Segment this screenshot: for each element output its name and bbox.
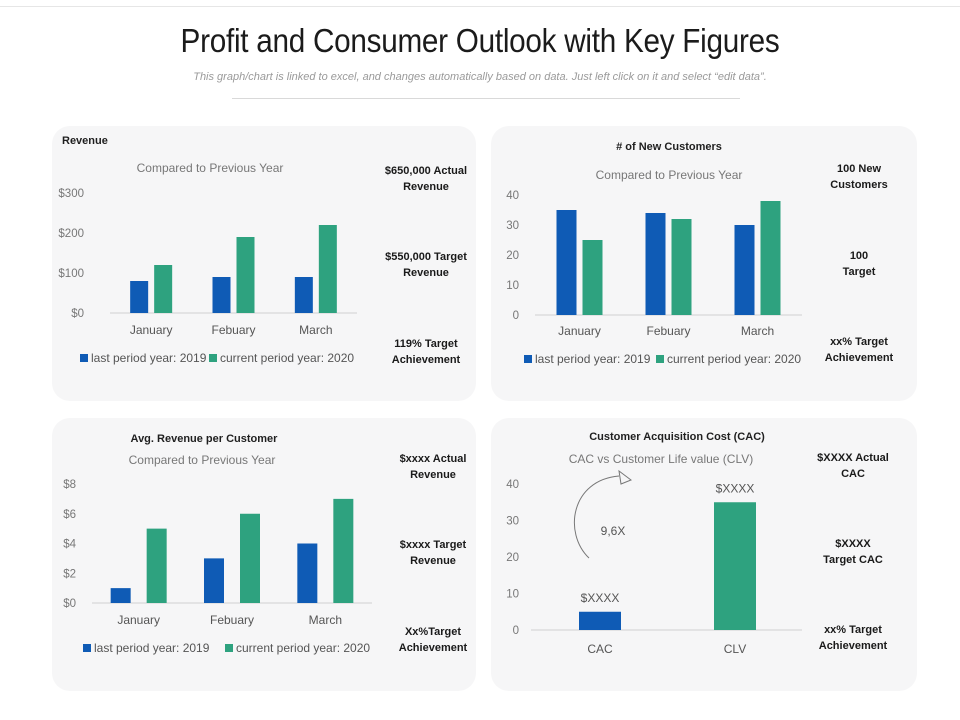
- legend-label: last period year: 2019: [91, 351, 207, 365]
- x-category-label: January: [130, 323, 173, 337]
- legend-label: last period year: 2019: [535, 352, 651, 366]
- kpi-target-cac: $XXXX Target CAC: [823, 538, 883, 566]
- kpi-new-customers: 100 New Customers: [830, 163, 888, 191]
- arrow-head-icon: [618, 469, 633, 485]
- legend-swatch: [80, 354, 88, 362]
- title-divider: [232, 98, 740, 99]
- bar-2020-march: [760, 201, 781, 315]
- bar-2019-febuary: [212, 277, 231, 313]
- y-tick-label: 30: [506, 516, 519, 528]
- bar-cac: [579, 611, 621, 630]
- y-tick-label: $0: [63, 598, 76, 610]
- x-category-label: March: [309, 613, 342, 627]
- legend-label: current period year: 2020: [220, 351, 354, 365]
- y-tick-label: 20: [506, 552, 519, 564]
- legend-label: current period year: 2020: [667, 352, 801, 366]
- y-tick-label: $100: [58, 268, 84, 280]
- page-title: Profit and Consumer Outlook with Key Fig…: [180, 22, 780, 59]
- cac-chart[interactable]: Customer Acquisition Cost (CAC) CAC vs Cu…: [491, 418, 917, 691]
- x-category-label: January: [117, 613, 160, 627]
- kpi-customers-target: 100 Target: [842, 250, 876, 278]
- kpi-customers-achievement: xx% Target Achievement: [824, 336, 894, 364]
- x-category-label: January: [558, 324, 601, 338]
- bar-2019-febuary: [204, 558, 224, 603]
- x-category-label: Febuary: [210, 613, 254, 627]
- y-tick-label: 0: [513, 310, 519, 322]
- chart-subtitle: Compared to Previous Year: [129, 453, 276, 467]
- y-tick-label: 40: [506, 479, 519, 491]
- y-tick-label: 10: [506, 280, 519, 292]
- bar-2019-march: [294, 277, 313, 313]
- bar-2019-january: [110, 588, 131, 603]
- bar-2020-january: [582, 240, 603, 315]
- page-subtitle: This graph/chart is linked to excel, and…: [193, 71, 767, 83]
- y-tick-label: 0: [513, 625, 519, 637]
- x-category-label: Febuary: [211, 323, 255, 337]
- avg-revenue-chart[interactable]: Avg. Revenue per Customer Compared to Pre…: [52, 418, 476, 691]
- chart-title: # of New Customers: [616, 141, 722, 153]
- ratio-annotation: 9,6X: [601, 524, 626, 538]
- legend-swatch: [656, 355, 664, 363]
- bar-2020-march: [333, 498, 354, 603]
- bar-2020-febuary: [236, 237, 255, 313]
- y-tick-label: $0: [71, 308, 84, 320]
- bar-2020-march: [318, 225, 337, 313]
- y-tick-label: 20: [506, 250, 519, 262]
- bar-2019-febuary: [645, 213, 666, 315]
- revenue-panel: Revenue Compared to Previous Year $0 $100 $2…: [52, 126, 476, 401]
- chart-title: Avg. Revenue per Customer: [131, 433, 279, 445]
- x-category-label: Febuary: [646, 324, 690, 338]
- legend-swatch: [83, 644, 91, 652]
- legend-swatch: [209, 354, 217, 362]
- kpi-avg-target-achievement: Xx%Target Achievement: [398, 626, 468, 654]
- data-label-cac: $XXXX: [581, 591, 620, 605]
- cac-panel: Customer Acquisition Cost (CAC) CAC vs Cu…: [491, 418, 917, 691]
- legend-label: last period year: 2019: [94, 641, 210, 655]
- legend-label: current period year: 2020: [236, 641, 370, 655]
- y-tick-label: $6: [63, 509, 76, 521]
- x-category-label: CAC: [587, 642, 613, 656]
- curved-arrow-icon: [574, 475, 620, 559]
- chart-title: Customer Acquisition Cost (CAC): [589, 431, 765, 443]
- x-category-label: CLV: [724, 642, 746, 656]
- new-customers-chart[interactable]: # of New Customers Compared to Previous Y…: [491, 126, 917, 401]
- bar-clv: [714, 502, 756, 630]
- y-tick-label: $200: [58, 228, 84, 240]
- data-label-clv: $XXXX: [716, 481, 755, 495]
- bar-2019-january: [556, 210, 577, 315]
- y-tick-label: $4: [63, 539, 76, 551]
- bar-2020-febuary: [671, 219, 692, 315]
- bar-2020-january: [146, 528, 167, 603]
- bar-2019-january: [130, 281, 149, 313]
- new-customers-panel: # of New Customers Compared to Previous Y…: [491, 126, 917, 401]
- kpi-actual-revenue: $650,000 Actual Revenue: [384, 165, 468, 193]
- avg-revenue-panel: Avg. Revenue per Customer Compared to Pre…: [52, 418, 476, 691]
- y-tick-label: $2: [63, 568, 76, 580]
- top-border-line: [0, 6, 960, 7]
- chart-subtitle: CAC vs Customer Life value (CLV): [569, 452, 754, 466]
- bar-2020-january: [154, 265, 173, 313]
- chart-subtitle: Compared to Previous Year: [596, 168, 743, 182]
- legend-swatch: [225, 644, 233, 652]
- kpi-cac-achievement: xx% Target Achievement: [818, 624, 888, 652]
- bar-2019-march: [734, 225, 755, 315]
- revenue-chart[interactable]: Revenue Compared to Previous Year $0 $100 $2…: [52, 126, 476, 401]
- kpi-target-achievement: 119% Target Achievement: [391, 338, 461, 366]
- chart-subtitle: Compared to Previous Year: [137, 161, 284, 175]
- y-tick-label: 10: [506, 589, 519, 601]
- kpi-avg-target-revenue: $xxxx Target Revenue: [399, 539, 467, 567]
- legend-swatch: [524, 355, 532, 363]
- bar-2019-march: [297, 543, 318, 603]
- kpi-target-revenue: $550,000 Target Revenue: [385, 251, 467, 279]
- x-category-label: March: [299, 323, 332, 337]
- chart-title: Revenue: [62, 135, 108, 147]
- y-tick-label: $8: [63, 479, 76, 491]
- kpi-actual-cac: $XXXX Actual CAC: [817, 452, 889, 480]
- bar-2020-febuary: [240, 513, 260, 603]
- y-tick-label: 40: [506, 190, 519, 202]
- y-tick-label: $300: [58, 188, 84, 200]
- y-tick-label: 30: [506, 220, 519, 232]
- kpi-avg-actual-revenue: $xxxx Actual Revenue: [399, 453, 467, 481]
- x-category-label: March: [741, 324, 774, 338]
